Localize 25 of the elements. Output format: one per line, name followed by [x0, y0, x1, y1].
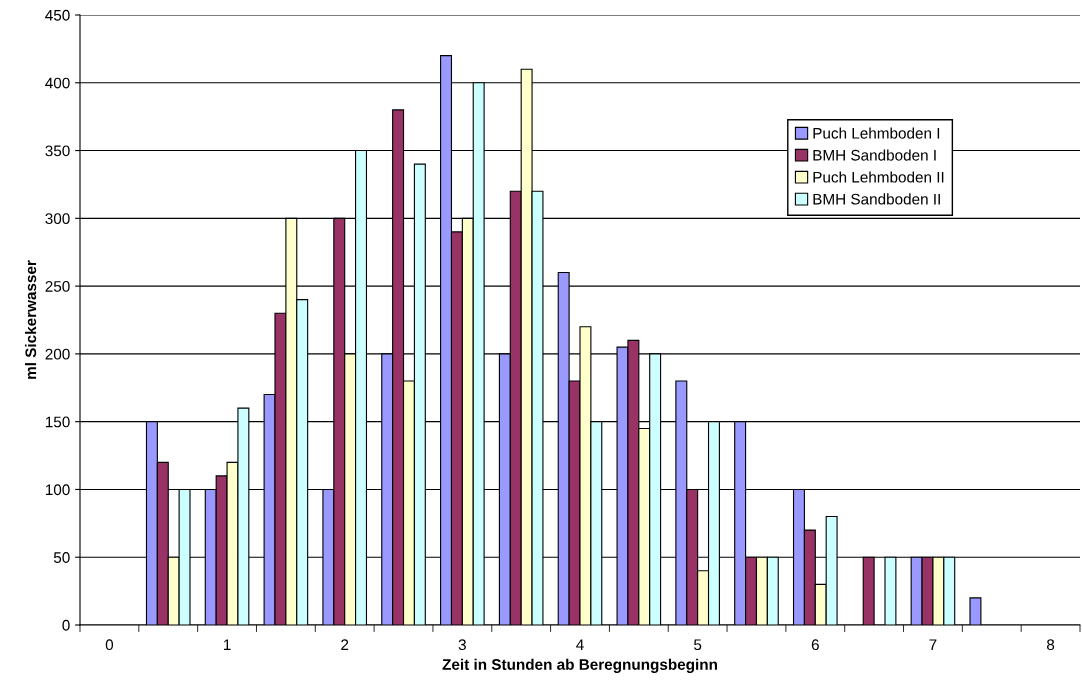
y-tick-label: 450	[45, 9, 70, 21]
x-tick-label: 2	[341, 639, 349, 650]
legend-label: BMH Sandboden II	[813, 193, 940, 205]
x-tick-label: 4	[576, 639, 584, 650]
y-tick-label: 50	[53, 552, 70, 563]
y-tick-label: 300	[45, 213, 70, 225]
y-tick-label: 0	[62, 619, 70, 631]
y-tick-label: 100	[45, 484, 70, 496]
x-tick-label: 5	[694, 639, 702, 651]
x-tick-label: 1	[223, 639, 231, 650]
y-tick-label: 250	[45, 280, 70, 292]
x-tick-label: 0	[105, 639, 114, 651]
x-axis-title: Zeit in Stunden ab Beregnungsbeginn	[442, 658, 717, 673]
y-axis-title: ml Sickerwasser	[24, 260, 37, 379]
x-tick-label: 3	[458, 639, 466, 651]
x-tick-label: 7	[929, 639, 937, 650]
y-tick-label: 350	[45, 145, 70, 157]
legend-label: Puch Lehmboden II	[813, 171, 944, 183]
legend-label: Puch Lehmboden I	[813, 127, 940, 139]
y-tick-label: 150	[45, 416, 70, 428]
x-tick-label: 8	[1047, 639, 1055, 651]
y-tick-label: 200	[45, 348, 70, 360]
y-tick-label: 400	[45, 77, 70, 89]
legend-label: BMH Sandboden I	[813, 149, 936, 161]
x-tick-label: 6	[811, 639, 819, 651]
